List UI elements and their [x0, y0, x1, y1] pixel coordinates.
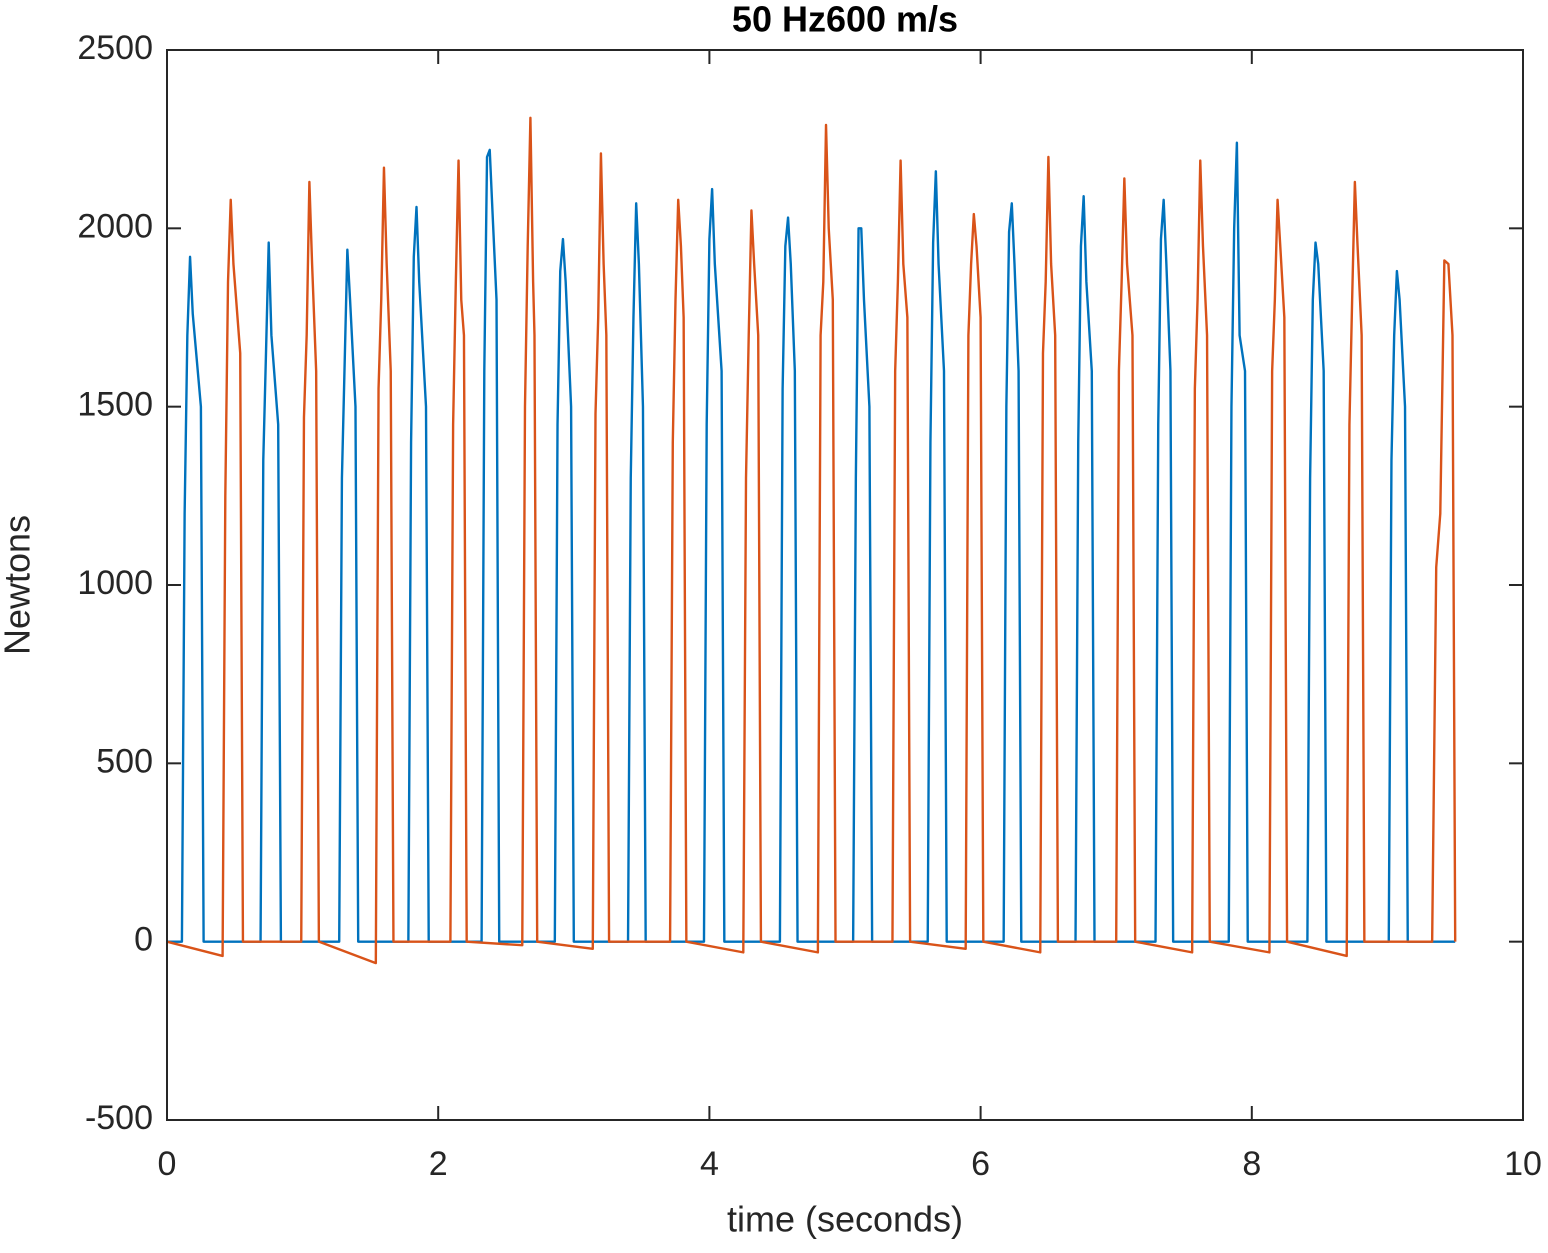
y-tick-label: 1000 — [77, 564, 153, 602]
y-tick-label: 2500 — [77, 29, 153, 67]
series-line — [167, 141, 1456, 943]
x-tick-label: 2 — [429, 1145, 448, 1183]
x-tick-label: 10 — [1504, 1145, 1542, 1183]
y-tick-label: 2000 — [77, 207, 153, 245]
y-axis-label: Newtons — [0, 515, 38, 655]
x-tick-label: 6 — [971, 1145, 990, 1183]
series-line — [166, 116, 1457, 965]
y-tick-label: -500 — [85, 1099, 153, 1137]
chart-title: 50 Hz600 m/s — [732, 0, 958, 40]
x-tick-label: 8 — [1242, 1145, 1261, 1183]
x-tick-label: 0 — [158, 1145, 177, 1183]
y-tick-label: 500 — [96, 742, 153, 780]
y-tick-label: 1500 — [77, 386, 153, 424]
x-axis-label: time (seconds) — [727, 1199, 963, 1240]
y-tick-label: 0 — [134, 921, 153, 959]
x-tick-label: 4 — [700, 1145, 719, 1183]
plot-frame — [166, 49, 1524, 1121]
